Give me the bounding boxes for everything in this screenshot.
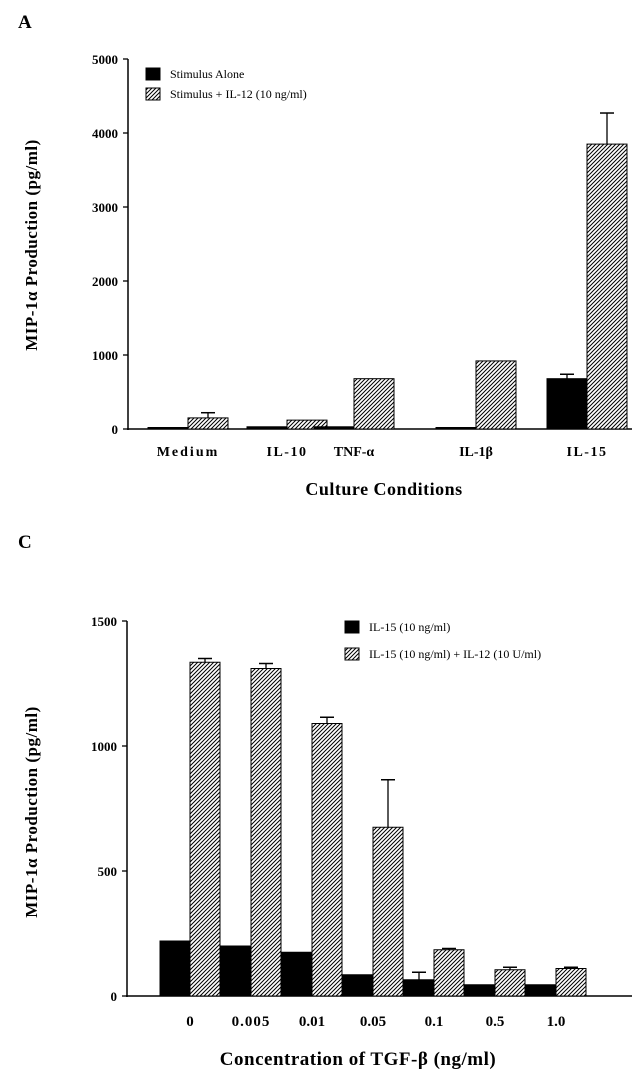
panel-a-bar-solid <box>313 426 355 430</box>
panel-c-bar-hatched <box>372 826 404 997</box>
panel-a-legend-label: Stimulus + IL-12 (10 ng/ml) <box>170 87 307 101</box>
panel-c-bar-solid <box>525 984 557 997</box>
panel-c-bar-hatched <box>250 668 282 997</box>
panel-c-x-tick-label: 0.5 <box>486 1014 505 1030</box>
panel-c-y-tick-label: 500 <box>98 864 118 879</box>
panel-a-label: A <box>18 12 32 33</box>
panel-a-legend-swatch <box>145 87 161 101</box>
panel-c-legend-swatch <box>344 647 360 661</box>
panel-c-legend-swatch <box>344 620 360 634</box>
panel-a-y-axis-label: MIP-1α Production (pg/ml) <box>22 139 41 351</box>
panel-a-legend-label: Stimulus Alone <box>170 67 244 81</box>
panel-a-bar-solid <box>435 427 477 430</box>
panel-a-bar-solid <box>246 426 288 430</box>
panel-c-y-tick-label: 1000 <box>91 739 117 754</box>
panel-a-chart: 0 1000 2000 3000 4000 5000 Medium IL-10 TNF-α IL-… <box>92 52 632 460</box>
panel-c-legend-label: IL-15 (10 ng/ml) + IL-12 (10 U/ml) <box>369 647 541 661</box>
panel-a-bar-hatched <box>586 143 628 430</box>
panel-c-x-tick-label: 0.05 <box>360 1014 386 1030</box>
panel-c-bar-hatched <box>311 723 343 997</box>
panel-a-x-tick-label: TNF-α <box>334 445 375 460</box>
panel-c-x-axis-label: Concentration of TGF-β (ng/ml) <box>220 1049 496 1070</box>
panel-c-y-tick-label: 0 <box>111 989 118 1004</box>
panel-a-y-tick-label: 2000 <box>92 274 118 289</box>
panel-c-bar-hatched <box>494 969 526 997</box>
panel-c-x-tick-label: 0.005 <box>232 1014 271 1030</box>
panel-c-bar-hatched <box>433 949 465 997</box>
panel-a-bar-hatched <box>475 360 517 430</box>
panel-a-bar-solid <box>147 427 189 430</box>
panel-c-x-tick-label: 1.0 <box>547 1014 566 1030</box>
panel-c-bar-solid <box>464 984 496 997</box>
panel-c-chart: 0 500 1000 1500 0 0.005 0.01 0.05 0.1 0.5 1.0 IL-15… <box>91 614 632 1030</box>
panel-c-y-tick-label: 1500 <box>91 614 117 629</box>
panel-a-x-tick-label: IL-10 <box>267 445 308 460</box>
panel-a-x-axis-label: Culture Conditions <box>305 479 462 499</box>
panel-a-x-tick-label: IL-15 <box>567 445 608 460</box>
panel-c-x-tick-label: 0.1 <box>425 1014 444 1030</box>
panel-c-x-tick-label: 0.01 <box>299 1014 325 1030</box>
panel-a-bar-hatched <box>286 419 328 430</box>
panel-a-x-tick-label: Medium <box>157 445 220 460</box>
panel-c-bar-solid <box>159 940 191 997</box>
panel-a-legend-swatch <box>145 67 161 81</box>
panel-c-bar-solid <box>342 974 374 997</box>
panel-a-y-tick-label: 0 <box>112 422 119 437</box>
panel-c-bar-solid <box>220 945 252 997</box>
panel-c-x-tick-label: 0 <box>186 1014 194 1030</box>
panel-c-legend-label: IL-15 (10 ng/ml) <box>369 620 450 634</box>
panel-c-y-axis-label: MIP-1α Production (pg/ml) <box>22 706 41 918</box>
panel-a-x-tick-label: IL-1β <box>459 445 493 460</box>
panel-a-y-tick-label: 3000 <box>92 200 118 215</box>
panel-a-bar-hatched <box>353 378 395 430</box>
panel-c-bar-hatched <box>555 968 587 997</box>
panel-c-bar-solid <box>403 979 435 997</box>
panel-a-bar-solid <box>546 378 588 430</box>
panel-a-y-tick-label: 4000 <box>92 126 118 141</box>
panel-c-bar-solid <box>281 951 313 997</box>
panel-c-bar-hatched <box>189 661 221 997</box>
panel-a-bar-hatched <box>187 417 229 430</box>
panel-c-label: C <box>18 532 32 553</box>
panel-a-y-tick-label: 1000 <box>92 348 118 363</box>
panel-a-y-tick-label: 5000 <box>92 52 118 67</box>
